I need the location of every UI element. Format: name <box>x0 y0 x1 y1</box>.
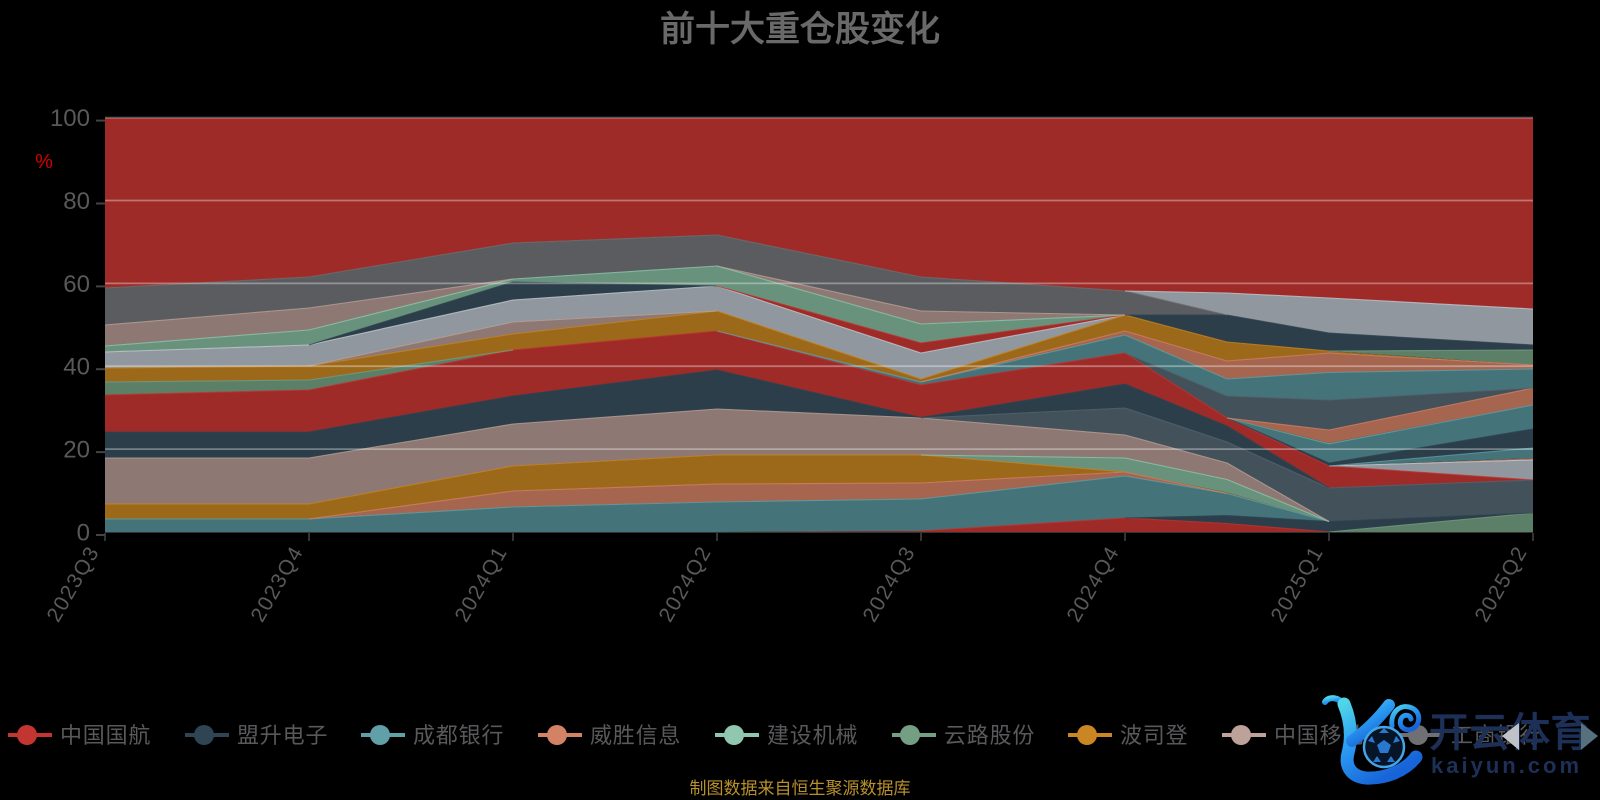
svg-text:云路股份: 云路股份 <box>944 723 1035 748</box>
svg-text:100: 100 <box>50 105 90 132</box>
svg-text:建设机械: 建设机械 <box>767 723 858 748</box>
svg-text:60: 60 <box>63 271 90 298</box>
svg-text:kaiyun.com: kaiyun.com <box>1431 753 1582 778</box>
svg-text:0: 0 <box>77 520 90 547</box>
svg-text:%: % <box>35 151 53 173</box>
svg-text:前十大重仓股变化: 前十大重仓股变化 <box>660 10 940 49</box>
svg-text:工商银行: 工商银行 <box>1451 723 1542 748</box>
svg-text:盟升电子: 盟升电子 <box>237 723 328 748</box>
svg-text:成都银行: 成都银行 <box>413 723 504 748</box>
svg-text:波司登: 波司登 <box>1120 723 1188 748</box>
svg-text:40: 40 <box>63 354 90 381</box>
svg-text:威胜信息: 威胜信息 <box>590 723 681 748</box>
svg-text:20: 20 <box>63 437 90 464</box>
svg-text:中国国航: 中国国航 <box>60 723 151 748</box>
svg-text:制图数据来自恒生聚源数据库: 制图数据来自恒生聚源数据库 <box>690 779 911 798</box>
svg-text:80: 80 <box>63 188 90 215</box>
